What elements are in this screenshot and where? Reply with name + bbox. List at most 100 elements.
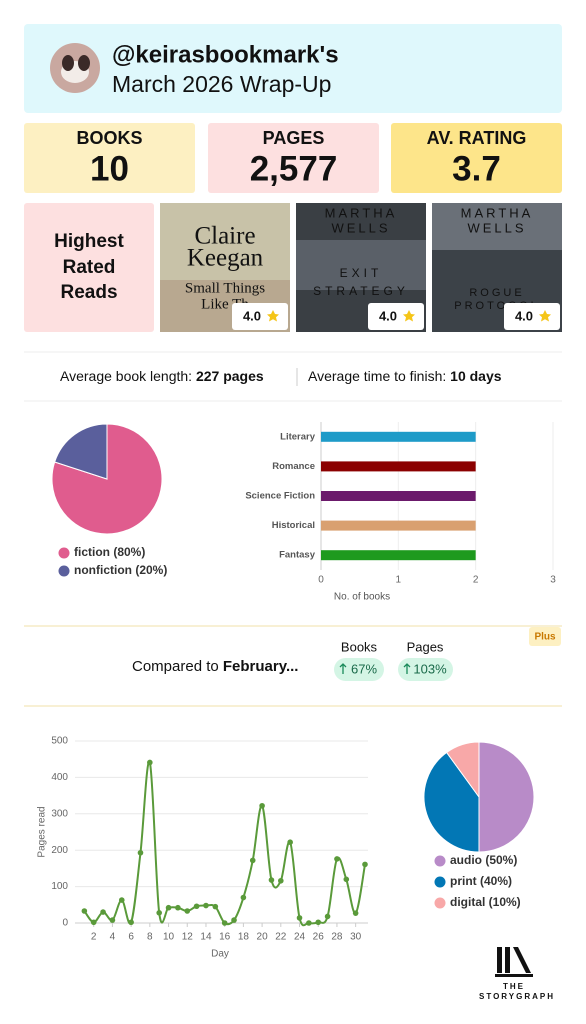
x-tick-label: 6	[128, 932, 134, 943]
logo-text: STORYGRAPH	[479, 992, 555, 1001]
x-axis-label: Day	[211, 949, 229, 960]
point	[128, 919, 134, 926]
x-tick-label: 0	[318, 575, 324, 586]
point	[352, 910, 359, 916]
metric-label: Books	[341, 639, 378, 654]
legend-label: digital (10%)	[450, 895, 521, 909]
cover-text: EXIT	[340, 266, 383, 280]
point	[268, 877, 275, 883]
section-title: Reads	[60, 282, 117, 303]
point	[362, 861, 368, 868]
x-tick-label: 1	[396, 575, 402, 586]
pie-slice	[54, 423, 108, 480]
logo-base	[495, 974, 533, 977]
logo: THE STORYGRAPH	[479, 947, 555, 1001]
point	[109, 917, 116, 923]
bar	[321, 520, 476, 531]
legend-swatch	[434, 897, 446, 909]
x-tick-label: 28	[331, 932, 343, 943]
point	[240, 894, 247, 901]
star-icon	[539, 310, 551, 322]
section-title: Highest	[54, 231, 124, 252]
point	[90, 919, 97, 926]
x-tick-label: 20	[257, 932, 269, 943]
x-axis-label: No. of books	[334, 592, 390, 603]
cover-text: MARTHA	[325, 205, 398, 220]
point	[118, 897, 125, 903]
wrap-up-title: March 2026 Wrap-Up	[112, 71, 331, 97]
point	[156, 910, 162, 916]
cover-text: Keegan	[187, 245, 264, 272]
x-tick-label: 8	[147, 932, 153, 943]
star-icon	[267, 310, 279, 322]
point	[231, 917, 237, 923]
rating: 4.0	[379, 308, 397, 323]
point	[324, 913, 331, 920]
cover-text: STRATEGY	[313, 284, 409, 298]
point	[212, 903, 219, 910]
up-arrow	[403, 663, 411, 674]
bar	[321, 431, 476, 442]
point	[334, 856, 340, 862]
book-cover[interactable]: Claire Keegan Small Things Like Th	[160, 203, 290, 332]
badge-bg	[232, 303, 288, 330]
legend-swatch	[434, 855, 446, 867]
point	[147, 759, 153, 766]
logo-bar	[505, 947, 510, 973]
rating: 4.0	[243, 308, 261, 323]
y-tick-label: 200	[51, 845, 68, 856]
point	[296, 915, 303, 921]
username: @keirasbookmark's	[112, 41, 339, 68]
badge-bg	[504, 303, 560, 330]
x-tick-label: 16	[219, 932, 231, 943]
point	[315, 919, 322, 926]
point	[221, 920, 228, 926]
x-tick-label: 14	[200, 932, 212, 943]
stat-value: 3.7	[452, 149, 501, 188]
comparison-text: Compared to February...	[132, 658, 298, 675]
star-icon	[403, 310, 415, 322]
x-tick-label: 4	[110, 932, 116, 943]
point	[278, 877, 284, 884]
point	[203, 902, 209, 909]
stat-label: PAGES	[263, 128, 325, 148]
point	[184, 908, 191, 914]
average-length: Average book length: 227 pages	[60, 368, 264, 384]
cover-text: Small Things	[185, 280, 265, 296]
stat-value: 2,577	[250, 149, 338, 188]
point	[343, 876, 350, 883]
stat-card	[24, 123, 195, 193]
point	[165, 904, 172, 911]
point	[259, 802, 265, 809]
header-card	[24, 24, 562, 113]
x-tick-label: 26	[313, 932, 325, 943]
bar	[321, 550, 476, 561]
plus-label: Plus	[534, 632, 556, 643]
stat-label: BOOKS	[76, 128, 142, 148]
stat-label: AV. RATING	[427, 128, 527, 148]
section-title: Rated	[63, 257, 116, 278]
metric-label: Pages	[407, 639, 444, 654]
pie-slice	[445, 741, 480, 799]
category-label: Literary	[280, 431, 316, 442]
x-tick-label: 30	[350, 932, 362, 943]
category-label: Historical	[272, 520, 315, 531]
logo-bar	[513, 947, 531, 973]
point	[287, 839, 293, 845]
point	[175, 904, 181, 911]
highest-rated-card	[24, 203, 154, 332]
x-tick-label: 18	[238, 932, 250, 943]
point	[193, 903, 200, 910]
legend-label: fiction (80%)	[74, 545, 145, 559]
x-tick-label: 22	[275, 932, 287, 943]
y-tick-label: 400	[51, 772, 68, 783]
rating-badge: 4.0	[232, 303, 288, 330]
legend-label: audio (50%)	[450, 853, 517, 867]
book-cover[interactable]: MARTHA WELLS EXIT STRATEGY	[296, 203, 426, 332]
x-tick-label: 10	[163, 932, 175, 943]
point	[137, 849, 144, 856]
y-tick-label: 0	[62, 918, 68, 929]
bar	[321, 461, 476, 472]
category-label: Science Fiction	[245, 491, 315, 502]
